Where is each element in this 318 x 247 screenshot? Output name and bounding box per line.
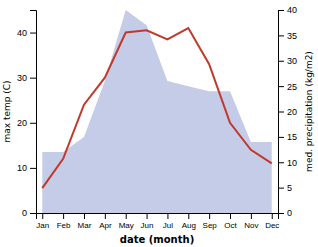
temperature-line: [42, 28, 271, 188]
y2-tick-mark: [278, 35, 284, 36]
y-tick-label: 10: [17, 163, 27, 173]
x-tick-mark: [188, 213, 189, 219]
x-tick-label: Jun: [141, 221, 154, 230]
x-tick-mark: [230, 213, 231, 219]
x-tick: May: [119, 213, 134, 230]
y-tick-mark: [30, 213, 36, 214]
x-tick-label: Aug: [182, 221, 196, 230]
y-tick-mark: [30, 78, 36, 79]
x-tick: Apr: [99, 213, 112, 230]
x-tick: Mar: [78, 213, 92, 230]
y2-tick-label: 40: [287, 5, 297, 15]
x-tick-mark: [272, 213, 273, 219]
x-axis-line: [37, 214, 279, 220]
y2-axis-title: med. precipitation (kg/m2): [304, 51, 314, 172]
x-axis: Jan Feb Mar Apr May Jun Jul Aug Sep Oct Nov Dec: [36, 213, 279, 230]
x-tick: Jan: [36, 213, 49, 230]
y2-tick: 35: [278, 31, 297, 41]
y2-tick: 25: [278, 82, 297, 92]
y-tick-label: 20: [17, 118, 27, 128]
y-tick-label: 0: [22, 208, 27, 218]
y-tick-label: 40: [17, 28, 27, 38]
y2-tick-mark: [278, 10, 284, 11]
x-tick-label: Sep: [203, 221, 218, 230]
y2-axis: 0 5 10 15 20 25 30 35 40: [278, 5, 297, 218]
y2-tick: 0: [278, 208, 292, 218]
y2-tick-label: 5: [287, 183, 292, 193]
y2-tick-label: 35: [287, 31, 297, 41]
precipitation-area: [42, 10, 271, 213]
y-axis-line: [30, 11, 37, 214]
x-tick-label: Jan: [36, 221, 49, 230]
x-tick-label: Feb: [57, 221, 71, 230]
y-tick-mark: [30, 123, 36, 124]
x-tick: Nov: [244, 213, 258, 230]
y2-tick: 10: [278, 158, 297, 168]
x-axis-title: date (month): [120, 234, 194, 245]
y2-tick: 40: [278, 5, 297, 15]
y-axis-title: max temp (C): [2, 80, 12, 142]
x-tick-mark: [209, 213, 210, 219]
x-tick: Jul: [163, 213, 173, 230]
y2-tick-label: 15: [287, 132, 297, 142]
x-tick-mark: [42, 213, 43, 219]
x-tick-label: Oct: [224, 221, 237, 230]
y2-tick: 30: [278, 56, 297, 66]
y-tick: 0: [22, 208, 36, 218]
y2-tick-label: 20: [287, 107, 297, 117]
y2-tick-label: 30: [287, 56, 297, 66]
x-tick-label: Apr: [99, 221, 112, 230]
y2-tick: 5: [278, 183, 292, 193]
y2-tick-mark: [278, 188, 284, 189]
x-tick: Feb: [57, 213, 71, 230]
y-tick: 10: [17, 163, 36, 173]
y-axis: 0 10 20 30 40: [17, 11, 37, 219]
y2-tick-label: 25: [287, 82, 297, 92]
data-layer: [42, 10, 271, 213]
y2-tick: 15: [278, 132, 297, 142]
y-tick-mark: [30, 168, 36, 169]
x-tick: Sep: [203, 213, 218, 230]
x-tick-label: Nov: [244, 221, 258, 230]
x-tick-mark: [126, 213, 127, 219]
x-tick-mark: [63, 213, 64, 219]
y2-tick-mark: [278, 61, 284, 62]
x-tick-mark: [84, 213, 85, 219]
x-tick-label: Mar: [78, 221, 92, 230]
x-tick-label: Jul: [163, 221, 173, 230]
y-tick: 20: [17, 118, 36, 128]
x-tick: Jun: [141, 213, 154, 230]
y-tick: 30: [17, 73, 36, 83]
y2-axis-line: [279, 11, 285, 214]
x-tick: Dec: [265, 213, 279, 230]
plot: Jan Feb Mar Apr May Jun Jul Aug Sep Oct Nov Dec 0 10 2…: [17, 5, 297, 229]
chart: Jan Feb Mar Apr May Jun Jul Aug Sep Oct Nov Dec 0 10 2…: [0, 0, 318, 247]
y2-tick-mark: [278, 162, 284, 163]
x-tick-mark: [147, 213, 148, 219]
y-tick-mark: [30, 33, 36, 34]
y2-tick-mark: [278, 86, 284, 87]
y2-tick-mark: [278, 112, 284, 113]
y2-tick-mark: [278, 137, 284, 138]
y-tick-label: 30: [17, 73, 27, 83]
y2-tick-mark: [278, 213, 284, 214]
x-tick-mark: [167, 213, 168, 219]
x-tick-mark: [105, 213, 106, 219]
x-tick-mark: [251, 213, 252, 219]
x-tick-label: May: [119, 221, 134, 230]
y-tick: 40: [17, 28, 36, 38]
y2-tick-label: 10: [287, 158, 297, 168]
x-tick-label: Dec: [265, 221, 279, 230]
x-tick: Aug: [182, 213, 196, 230]
x-tick: Oct: [224, 213, 237, 230]
y2-tick-label: 0: [287, 208, 292, 218]
y2-tick: 20: [278, 107, 297, 117]
